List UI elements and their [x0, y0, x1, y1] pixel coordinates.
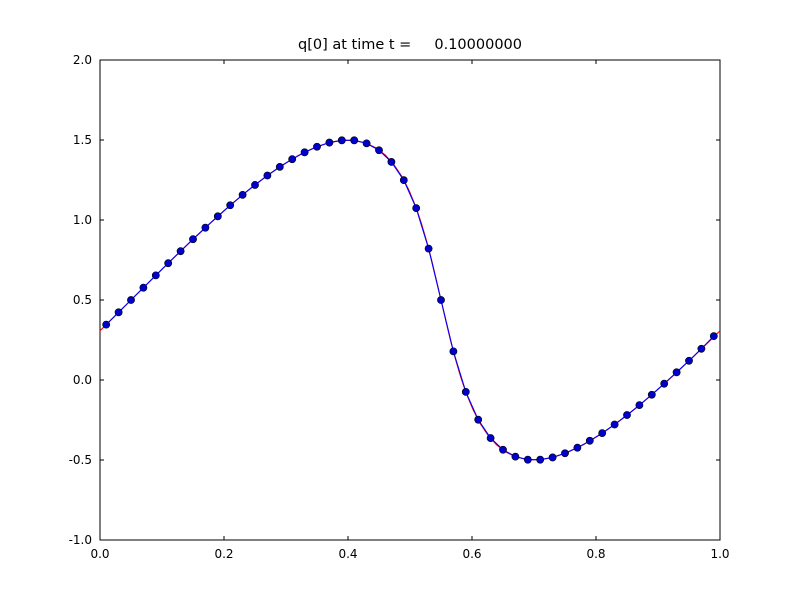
- numerical-solution-marker: [375, 146, 383, 155]
- x-tick-label: 0.0: [90, 547, 109, 561]
- numerical-solution-marker: [263, 171, 272, 180]
- y-tick-label: 0.0: [73, 373, 92, 387]
- numerical-solution-marker: [660, 379, 669, 388]
- numerical-solution-marker: [647, 390, 656, 399]
- numerical-solution-marker: [685, 356, 693, 365]
- y-tick-label: 2.0: [73, 53, 92, 67]
- numerical-solution-marker: [226, 201, 235, 210]
- y-tick-label: -0.5: [69, 453, 92, 467]
- numerical-solution-marker: [672, 368, 681, 377]
- numerical-solution-marker: [412, 204, 421, 213]
- numerical-solution-marker: [151, 271, 160, 280]
- numerical-solution-marker: [709, 332, 718, 341]
- y-tick-label: 1.0: [73, 213, 92, 227]
- numerical-solution-marker: [201, 223, 210, 232]
- numerical-solution-marker: [399, 176, 408, 185]
- numerical-solution-marker: [536, 455, 545, 464]
- x-tick-label: 0.8: [586, 547, 605, 561]
- x-tick-label: 0.4: [338, 547, 357, 561]
- numerical-solution-marker: [623, 411, 631, 419]
- numerical-solution-marker: [437, 296, 445, 304]
- numerical-solution-marker: [325, 138, 334, 147]
- numerical-solution-marker: [288, 155, 297, 164]
- numerical-solution-marker: [511, 452, 520, 461]
- numerical-solution-marker: [486, 434, 495, 442]
- numerical-solution-marker: [697, 344, 706, 353]
- numerical-solution-marker: [424, 244, 433, 253]
- axes-frame: [99, 59, 721, 541]
- numerical-solution-marker: [127, 296, 135, 304]
- numerical-solution-marker: [474, 415, 483, 424]
- numerical-solution-marker: [610, 420, 619, 429]
- y-tick-label: -1.0: [69, 533, 92, 547]
- numerical-solution-marker: [573, 443, 582, 452]
- numerical-solution-marker: [598, 429, 607, 438]
- numerical-solution-marker: [350, 136, 359, 145]
- numerical-solution-marker: [275, 162, 284, 171]
- numerical-solution-marker: [548, 453, 557, 462]
- numerical-solution-marker: [362, 139, 371, 148]
- numerical-solution-marker: [114, 308, 123, 317]
- y-tick-label: 1.5: [73, 133, 92, 147]
- numerical-solution-marker: [189, 235, 197, 244]
- numerical-solution-line: [105, 139, 715, 461]
- numerical-solution-marker: [313, 142, 321, 151]
- x-tick-label: 1.0: [710, 547, 729, 561]
- numerical-solution-marker: [251, 181, 259, 189]
- numerical-solution-marker: [449, 347, 458, 356]
- numerical-solution-marker: [499, 445, 507, 454]
- numerical-solution-marker: [139, 283, 148, 292]
- numerical-solution-marker: [238, 190, 247, 199]
- x-tick-label: 0.2: [214, 547, 233, 561]
- numerical-solution-marker: [164, 259, 173, 268]
- numerical-solution-marker: [561, 449, 569, 458]
- numerical-solution-marker: [300, 148, 309, 157]
- chart-title: q[0] at time t = 0.10000000: [297, 37, 523, 53]
- numerical-solution-marker: [585, 436, 594, 445]
- y-tick-label: 0.5: [73, 293, 92, 307]
- numerical-solution-marker: [337, 136, 346, 145]
- numerical-solution-marker: [102, 320, 111, 329]
- numerical-solution-marker: [176, 247, 185, 256]
- numerical-solution-marker: [461, 387, 470, 396]
- numerical-solution-marker: [213, 212, 222, 221]
- numerical-solution-marker: [635, 401, 644, 410]
- x-tick-label: 0.6: [462, 547, 481, 561]
- numerical-solution-marker: [523, 455, 532, 464]
- numerical-solution-marker: [387, 158, 396, 166]
